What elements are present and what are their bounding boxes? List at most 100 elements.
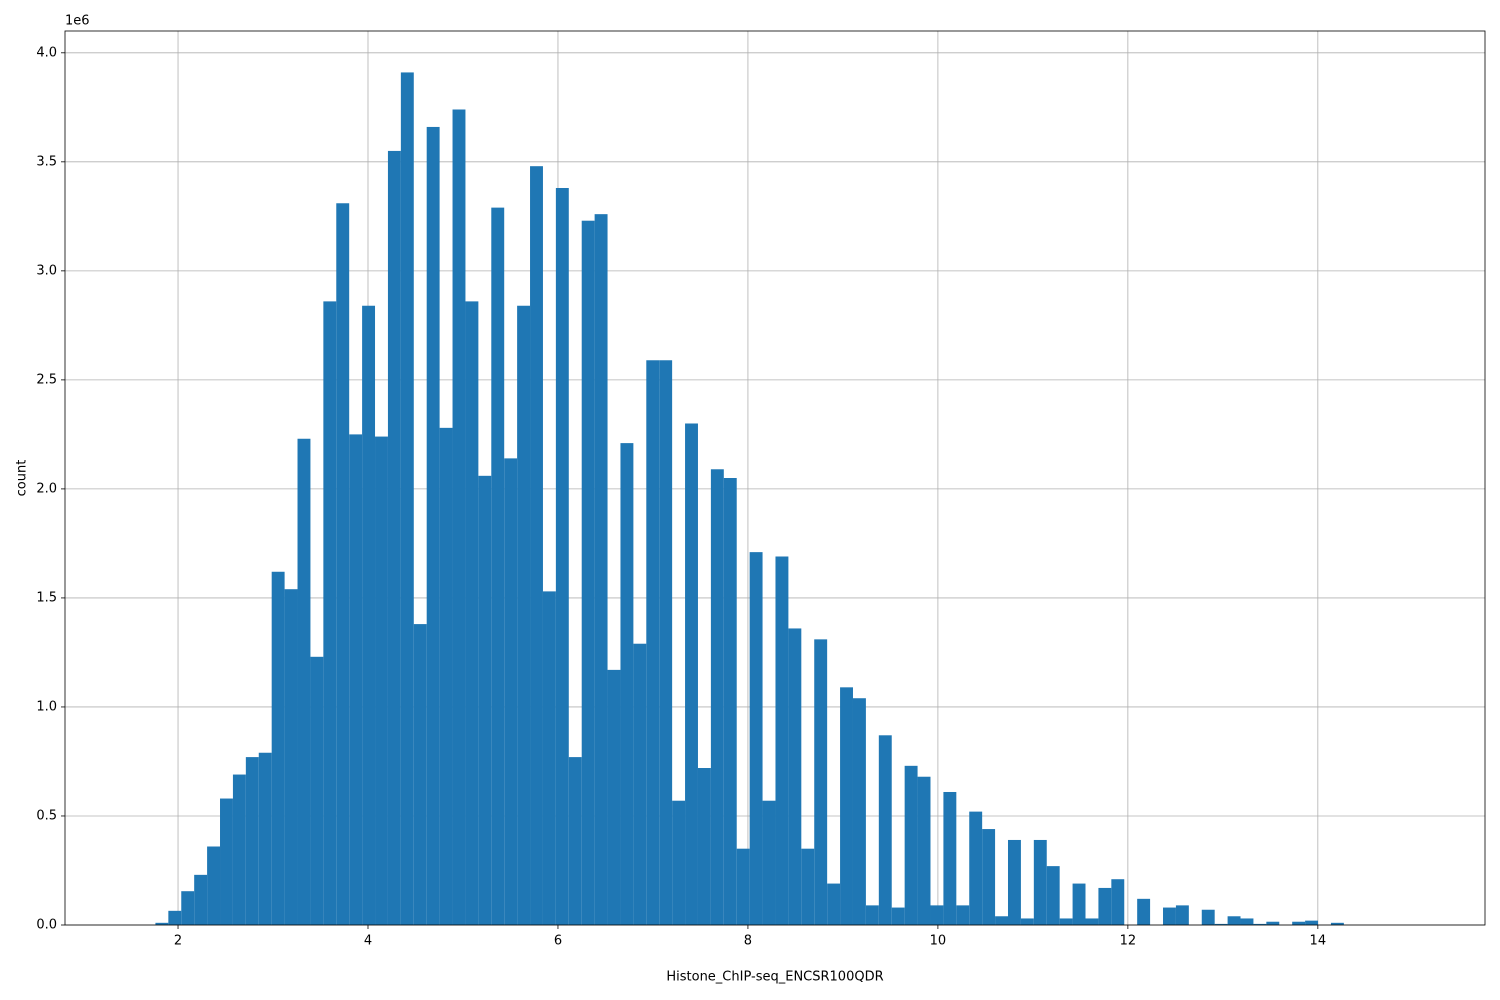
- bar: [736, 848, 750, 925]
- bar: [194, 874, 208, 925]
- bar: [1305, 920, 1319, 925]
- bar: [943, 791, 957, 925]
- y-tick-label: 3.0: [36, 263, 57, 278]
- bar: [723, 478, 737, 925]
- bar: [1137, 898, 1151, 925]
- bar: [1007, 839, 1021, 925]
- bar: [375, 436, 388, 925]
- bar: [646, 360, 660, 925]
- bar: [633, 643, 647, 925]
- bar: [220, 798, 233, 925]
- bar: [852, 698, 866, 925]
- bar: [672, 800, 686, 925]
- x-tick-label: 8: [744, 934, 752, 949]
- bar: [1072, 883, 1086, 925]
- y-axis-label: count: [15, 460, 30, 497]
- x-tick-label: 2: [174, 934, 182, 949]
- y-offset-label: 1e6: [65, 14, 90, 29]
- bar: [685, 423, 698, 925]
- bar: [891, 907, 905, 925]
- bar: [155, 922, 169, 925]
- bar: [1292, 921, 1306, 925]
- bar: [659, 360, 673, 925]
- bar: [400, 72, 414, 926]
- bar: [452, 109, 466, 925]
- bar: [504, 458, 518, 925]
- bar: [1330, 922, 1344, 925]
- bar: [982, 829, 996, 925]
- bar: [788, 628, 802, 925]
- bar: [1098, 887, 1112, 925]
- bar: [594, 214, 608, 925]
- x-tick-label: 6: [554, 934, 562, 949]
- bar: [232, 774, 246, 925]
- bar: [620, 443, 634, 925]
- bars: [155, 72, 1344, 926]
- x-tick-label: 12: [1120, 934, 1137, 949]
- x-tick-label: 4: [364, 934, 372, 949]
- bar: [258, 752, 272, 925]
- bar: [478, 475, 492, 925]
- y-tick-label: 2.5: [36, 372, 57, 387]
- y-tick-label: 0.5: [36, 808, 57, 823]
- bar: [969, 811, 983, 925]
- bar: [827, 883, 841, 925]
- x-tick-label: 14: [1310, 934, 1327, 949]
- bar: [904, 765, 918, 925]
- bar: [349, 434, 363, 925]
- bar: [697, 768, 711, 925]
- bar: [568, 757, 582, 925]
- y-tick-label: 4.0: [36, 45, 57, 60]
- bar: [271, 571, 285, 925]
- bar: [814, 639, 828, 925]
- y-tick-label: 0.0: [36, 918, 57, 933]
- bar: [762, 800, 776, 925]
- bar: [749, 552, 763, 925]
- bar: [1020, 918, 1034, 925]
- bar: [1163, 907, 1176, 925]
- bar: [336, 203, 350, 925]
- bar: [930, 905, 944, 925]
- bar: [956, 905, 970, 925]
- bar: [465, 301, 479, 925]
- y-tick-label: 1.0: [36, 699, 57, 714]
- bar: [530, 166, 543, 925]
- bar: [1227, 916, 1241, 925]
- bar: [297, 438, 311, 925]
- bar: [865, 905, 879, 925]
- bar: [168, 910, 182, 925]
- x-axis-label: Histone_ChIP-seq_ENCSR100QDR: [666, 970, 883, 985]
- bar: [1046, 866, 1060, 925]
- bar: [181, 891, 195, 925]
- bar: [801, 848, 815, 925]
- bar: [555, 187, 569, 925]
- plot-frame: [64, 30, 1486, 926]
- bar: [1085, 918, 1099, 925]
- x-tick-label: 10: [930, 934, 947, 949]
- bar: [1240, 918, 1254, 925]
- bar: [1033, 839, 1047, 925]
- bar: [1214, 923, 1228, 925]
- bar: [917, 776, 931, 925]
- bar: [310, 656, 324, 925]
- bar: [362, 305, 376, 925]
- bar: [581, 220, 595, 925]
- bar: [284, 589, 298, 925]
- bar: [1059, 918, 1073, 925]
- y-tick-label: 2.0: [36, 481, 57, 496]
- bar: [710, 469, 724, 925]
- bar: [491, 207, 505, 925]
- bar: [323, 301, 337, 925]
- bar: [517, 305, 531, 925]
- bar: [775, 556, 789, 925]
- bar: [387, 150, 401, 926]
- bar: [840, 687, 853, 925]
- bar: [1201, 909, 1215, 925]
- bar: [1111, 879, 1125, 925]
- bar: [413, 624, 427, 925]
- bar: [207, 846, 221, 925]
- bar: [878, 735, 892, 925]
- bar: [245, 757, 259, 925]
